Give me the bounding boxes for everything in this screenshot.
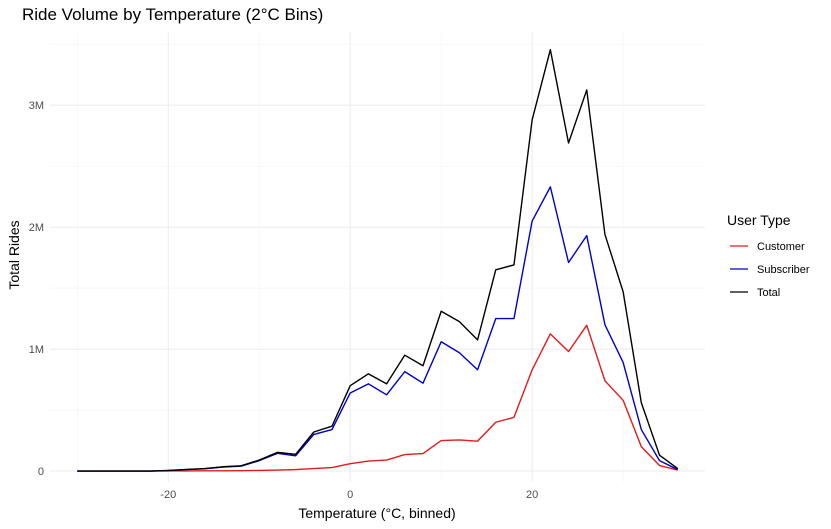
series-lines [77,48,679,472]
series-line-total [77,48,679,472]
grid [50,32,705,482]
x-tick-label: 0 [347,489,353,501]
x-tick-labels: -20 0 20 [160,489,538,501]
y-tick-label: 0 [38,466,44,478]
series-line-customer [77,324,678,472]
legend-title: User Type [727,212,791,228]
legend-label-total: Total [757,287,780,299]
y-tick-label: 1M [29,344,44,356]
legend-label-subscriber: Subscriber [757,264,810,276]
legend: User Type Customer Subscriber Total [727,212,810,299]
x-tick-label: 20 [526,489,538,501]
x-tick-label: -20 [160,489,176,501]
y-tick-label: 2M [29,222,44,234]
y-tick-labels: 0 1M 2M 3M [29,100,44,478]
legend-label-customer: Customer [757,241,805,253]
y-tick-label: 3M [29,100,44,112]
y-axis-title: Total Rides [6,220,22,289]
x-axis-title: Temperature (°C, binned) [298,505,455,521]
chart-title: Ride Volume by Temperature (2°C Bins) [22,5,323,24]
